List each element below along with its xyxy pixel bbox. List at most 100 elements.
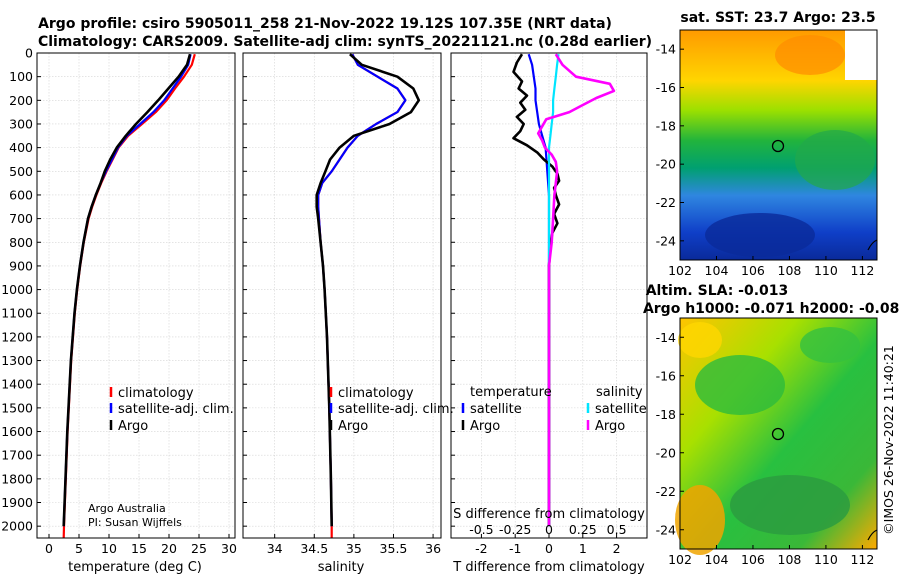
difference-panel: -2 -1 0 1 2 -0.5 -0.25 0 0.25 0.5 [450,52,648,556]
legend-label-satellite: satellite-adj. clim. [338,402,454,417]
lat-tick-label: -18 [656,407,676,422]
sla-high-patch [675,485,725,555]
imos-credit: ©IMOS 26-Nov-2022 11:40:21 [881,345,896,535]
y-tick-label: 600 [9,187,33,202]
temperature-xlabel: temperature (deg C) [68,560,202,575]
pi-note: PI: Susan Wijffels [88,516,182,529]
difference-legend: temperature salinity satellite Argo sate… [461,385,647,434]
sla-green-patch-2 [800,327,860,363]
x-tick-label: 2 [613,541,621,556]
s-tick-label: -0.5 [469,522,493,537]
sst-map-axes: 102 104 106 108 110 112 -14 -16 -18 -20 -22 -24 [656,42,875,278]
lon-tick-label: 104 [705,552,729,567]
y-tick-label: 1100 [1,306,33,321]
series-argo [315,53,421,527]
grid [451,52,647,538]
sla-green-patch-3 [730,475,850,535]
y-tick-label: 100 [9,69,33,84]
lon-tick-label: 102 [668,263,692,278]
x-tick-label: 15 [131,541,147,556]
y-tick-label: 1400 [1,377,33,392]
salinity-panel: 34 34.5 35 35.5 36 [242,52,442,556]
sla-yellow-patch [678,322,722,358]
sst-map-title: sat. SST: 23.7 Argo: 23.5 [680,10,875,26]
x-tick-label: 35 [346,541,362,556]
y-tick-label: 500 [9,164,33,179]
grid [243,52,441,538]
sst-map-frame [679,29,878,261]
x-tick-label: 0 [45,541,53,556]
lat-tick-label: -20 [656,157,676,172]
x-tick-label: 0 [545,541,553,556]
lat-tick-label: -24 [656,522,676,537]
series-argo [62,53,192,527]
y-tick-label: 1600 [1,424,33,439]
t-difference-xlabel: T difference from climatology [452,560,645,575]
lat-tick-label: -16 [656,80,676,95]
sla-map-axes: 102 104 106 108 110 112 -14 -16 -18 -20 -22 -24 [656,330,875,567]
sst-warm-patch [775,35,845,75]
lon-tick-label: 104 [705,263,729,278]
lon-tick-label: 110 [814,552,838,567]
main-title-line1: Argo profile: csiro 5905011_258 21-Nov-2… [38,16,612,32]
sst-green-patch [795,130,875,190]
y-tick-label: 1900 [1,495,33,510]
plot-frame [36,52,236,539]
sla-map-frame [679,317,878,550]
lon-tick-label: 106 [741,552,765,567]
sst-coastline [867,239,878,251]
legend-label-argo: Argo [338,419,368,434]
x-tick-label: -2 [475,541,487,556]
x-tick-label: 36 [425,541,441,556]
y-tick-label: 200 [9,93,33,108]
series-salinity-argo [536,53,616,527]
salinity-legend: climatology satellite-adj. clim. Argo [329,386,454,434]
y-tick-label: 1200 [1,329,33,344]
y-tick-label: 1800 [1,471,33,486]
argo-australia-note: Argo Australia [88,502,166,515]
s-difference-label: S difference from climatology [453,507,645,522]
lat-tick-label: -18 [656,118,676,133]
y-tick-label: 400 [9,140,33,155]
x-tick-label: 20 [161,541,177,556]
lon-tick-label: 112 [850,263,874,278]
sst-map [679,29,878,261]
y-tick-label: 2000 [1,519,33,534]
sst-cold-patch [705,213,815,257]
grid [37,52,235,538]
x-tick-label: 35.5 [380,541,408,556]
sst-argo-location [771,139,785,153]
legend-label-argo: Argo [118,419,148,434]
sla-map [675,317,878,555]
x-tick-label: 34 [267,541,283,556]
lat-tick-label: -16 [656,368,676,383]
lon-tick-label: 112 [850,552,874,567]
temperature-legend: climatology satellite-adj. clim. Argo [109,386,234,434]
lon-tick-label: 108 [778,263,802,278]
x-tick-label: 10 [101,541,117,556]
legend-label-s-argo: Argo [595,419,625,434]
y-tick-label: 1000 [1,282,33,297]
y-tick-label: 1500 [1,400,33,415]
x-tick-label: -1 [509,541,521,556]
s-tick-label: 0.5 [607,522,627,537]
temperature-panel: 0 5 10 15 20 25 300100200300400500600700800900… [1,46,237,557]
x-tick-label: 34.5 [300,541,328,556]
salinity-xlabel: salinity [318,560,365,575]
y-tick-label: 300 [9,116,33,131]
plot-frame [242,52,442,539]
lon-tick-label: 110 [814,263,838,278]
legend-label-climatology: climatology [338,386,414,401]
lat-tick-label: -22 [656,195,676,210]
x-tick-label: 30 [221,541,237,556]
legend-title-salinity: salinity [596,385,643,400]
y-tick-label: 800 [9,235,33,250]
y-tick-label: 900 [9,258,33,273]
y-tick-label: 0 [25,46,33,61]
legend-label-t-satellite: satellite [470,402,522,417]
lat-tick-label: -22 [656,484,676,499]
lon-tick-label: 106 [741,263,765,278]
sla-argo-location [771,427,785,441]
x-tick-label: 1 [579,541,587,556]
